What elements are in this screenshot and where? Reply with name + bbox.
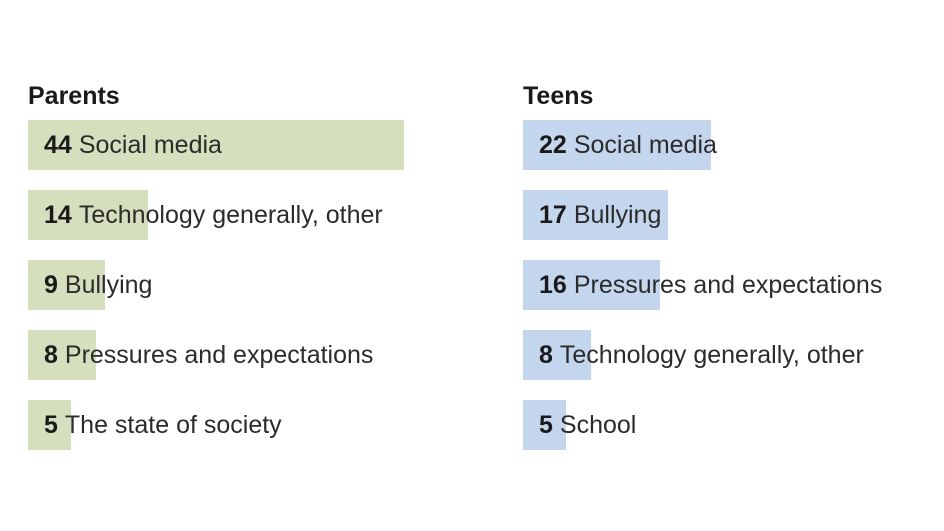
parents-bar-value: 44 [44,131,72,159]
parents-bar [28,330,97,380]
parents-bar-row: 8 Pressures and expectations [28,330,448,380]
teens-bar-value: 5 [539,411,553,439]
parents-bar-row: 9 Bullying [28,260,448,310]
teens-panel: Teens 22 Social media 17 Bullying 16 Pressure… [523,78,943,470]
parents-bar-category: Social media [78,131,222,159]
parents-rows: 44 Social media 14 Technology generally, ot… [28,120,448,450]
teens-bar-value: 16 [539,271,567,299]
teens-title: Teens [523,82,594,110]
parents-bar-row: 14 Technology generally, other [28,190,448,240]
teens-bar-label-group: 22 Social media [539,120,717,170]
teens-bar [523,190,669,240]
parents-bar-label-group: 9 Bullying [44,260,152,310]
parents-bar [28,120,404,170]
teens-bar-label-group: 8 Technology generally, other [539,330,864,380]
parents-bar-row: 44 Social media [28,120,448,170]
parents-bar-value: 5 [44,411,58,439]
parents-bar-label-group: 5 The state of society [44,400,282,450]
teens-bar-row: 16 Pressures and expectations [523,260,943,310]
teens-bar-label-group: 17 Bullying [539,190,661,240]
parents-bar [28,190,148,240]
teens-bar-category: Pressures and expectations [573,271,883,299]
parents-panel: Parents 44 Social media 14 Technology gener… [28,78,448,470]
teens-bar [523,400,566,450]
teens-bar-value: 17 [539,201,567,229]
teens-bar [523,330,592,380]
parents-title: Parents [28,82,120,110]
teens-bar-category: School [559,411,637,439]
teens-bar-row: 8 Technology generally, other [523,330,943,380]
parents-bar-value: 8 [44,341,58,369]
teens-bar-row: 22 Social media [523,120,943,170]
teens-bar-label-group: 5 School [539,400,636,450]
parents-bar-label-group: 8 Pressures and expectations [44,330,373,380]
parents-bar [28,260,105,310]
parents-bar-label-group: 44 Social media [44,120,222,170]
teens-bar-category: Bullying [573,201,662,229]
parents-bar-label-group: 14 Technology generally, other [44,190,383,240]
parents-bar-category: The state of society [64,411,282,439]
parents-bar-category: Technology generally, other [78,201,383,229]
parents-bar-row: 5 The state of society [28,400,448,450]
teens-rows: 22 Social media 17 Bullying 16 Pressures and … [523,120,943,450]
teens-bar-label-group: 16 Pressures and expectations [539,260,882,310]
parents-bar-category: Bullying [64,271,153,299]
teens-bar-value: 22 [539,131,567,159]
teens-bar [523,120,711,170]
parents-bar-category: Pressures and expectations [64,341,374,369]
teens-bar-category: Social media [573,131,717,159]
parents-bar [28,400,71,450]
teens-bar-row: 5 School [523,400,943,450]
teens-bar-category: Technology generally, other [559,341,864,369]
teens-bar [523,260,660,310]
parents-bar-value: 14 [44,201,72,229]
parents-bar-value: 9 [44,271,58,299]
teens-bar-value: 8 [539,341,553,369]
teens-bar-row: 17 Bullying [523,190,943,240]
